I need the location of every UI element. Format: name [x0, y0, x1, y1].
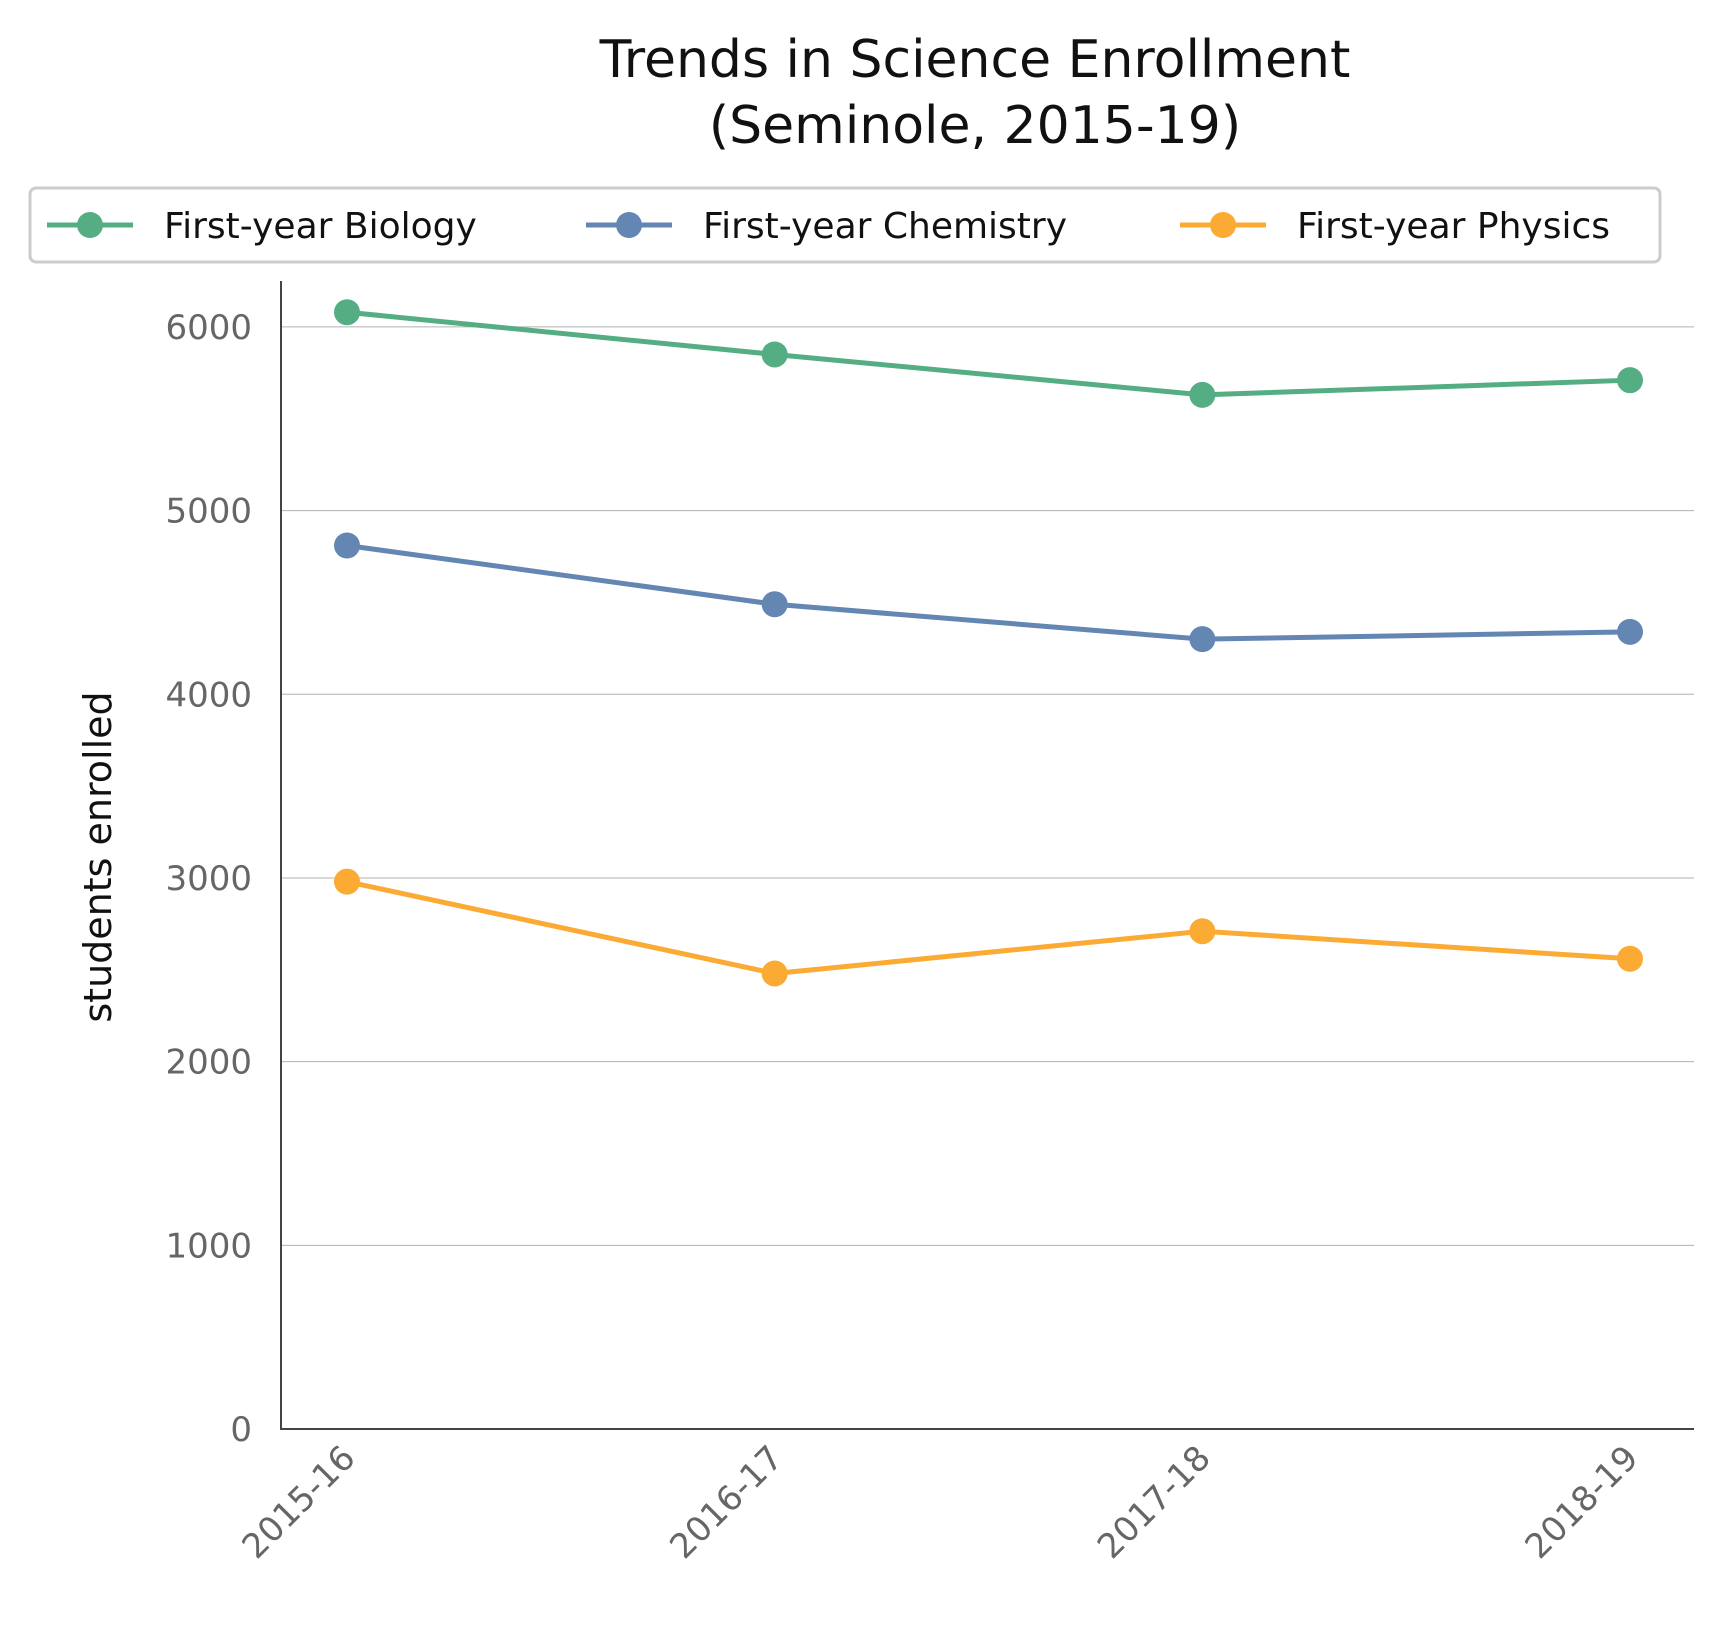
legend-marker	[1210, 212, 1236, 238]
legend-marker	[77, 212, 103, 238]
series-line	[346, 309, 1631, 398]
y-tick-label: 1000	[165, 1226, 252, 1266]
x-tick-labels: 2015-16 2016-17 2017-18 2018-19	[235, 1438, 1647, 1567]
x-tick-label: 2017-18	[1090, 1438, 1219, 1567]
legend-label: First-year Biology	[164, 206, 477, 247]
legend-marker	[616, 212, 642, 238]
data-point	[761, 591, 788, 618]
data-point	[1189, 918, 1216, 945]
legend-item: First-year Physics	[1180, 206, 1610, 247]
data-point	[334, 868, 360, 895]
legend-item: First-year Chemistry	[586, 206, 1067, 247]
series-0	[334, 299, 1643, 408]
legend-item: First-year Biology	[47, 206, 477, 247]
series-line	[346, 879, 1631, 976]
data-point	[761, 960, 788, 987]
y-axis-label: students enrolled	[76, 691, 120, 1022]
legend: First-year Biology First-year Chemistry Fi…	[28, 186, 1662, 264]
series-line	[346, 543, 1631, 642]
y-tick-label: 2000	[165, 1043, 252, 1083]
data-point	[1189, 381, 1216, 408]
data-point	[1617, 367, 1643, 394]
chart-title-line1: Trends in Science Enrollment	[599, 30, 1351, 90]
series-group	[334, 299, 1643, 987]
grid-lines	[281, 326, 1694, 1246]
data-point	[334, 532, 360, 559]
data-point	[1617, 618, 1643, 645]
data-point	[1617, 945, 1643, 972]
y-tick-labels: 0 1000 2000 3000 4000 5000 6000	[165, 308, 252, 1450]
chart-title-line2: (Seminole, 2015-19)	[709, 96, 1241, 156]
series-2	[334, 868, 1643, 987]
y-tick-label: 4000	[165, 675, 252, 715]
y-tick-label: 6000	[165, 308, 252, 348]
legend-label: First-year Physics	[1297, 206, 1610, 247]
x-tick-label: 2018-19	[1518, 1438, 1647, 1567]
x-tick-label: 2015-16	[235, 1438, 364, 1567]
y-tick-label: 3000	[165, 859, 252, 899]
data-point	[334, 299, 360, 326]
series-1	[334, 532, 1643, 653]
y-tick-label: 0	[230, 1410, 252, 1450]
legend-box	[28, 186, 1662, 264]
legend-label: First-year Chemistry	[703, 206, 1067, 247]
x-tick-label: 2016-17	[662, 1438, 791, 1567]
data-point	[1189, 626, 1216, 653]
data-point	[761, 341, 788, 368]
y-tick-label: 5000	[165, 492, 252, 532]
